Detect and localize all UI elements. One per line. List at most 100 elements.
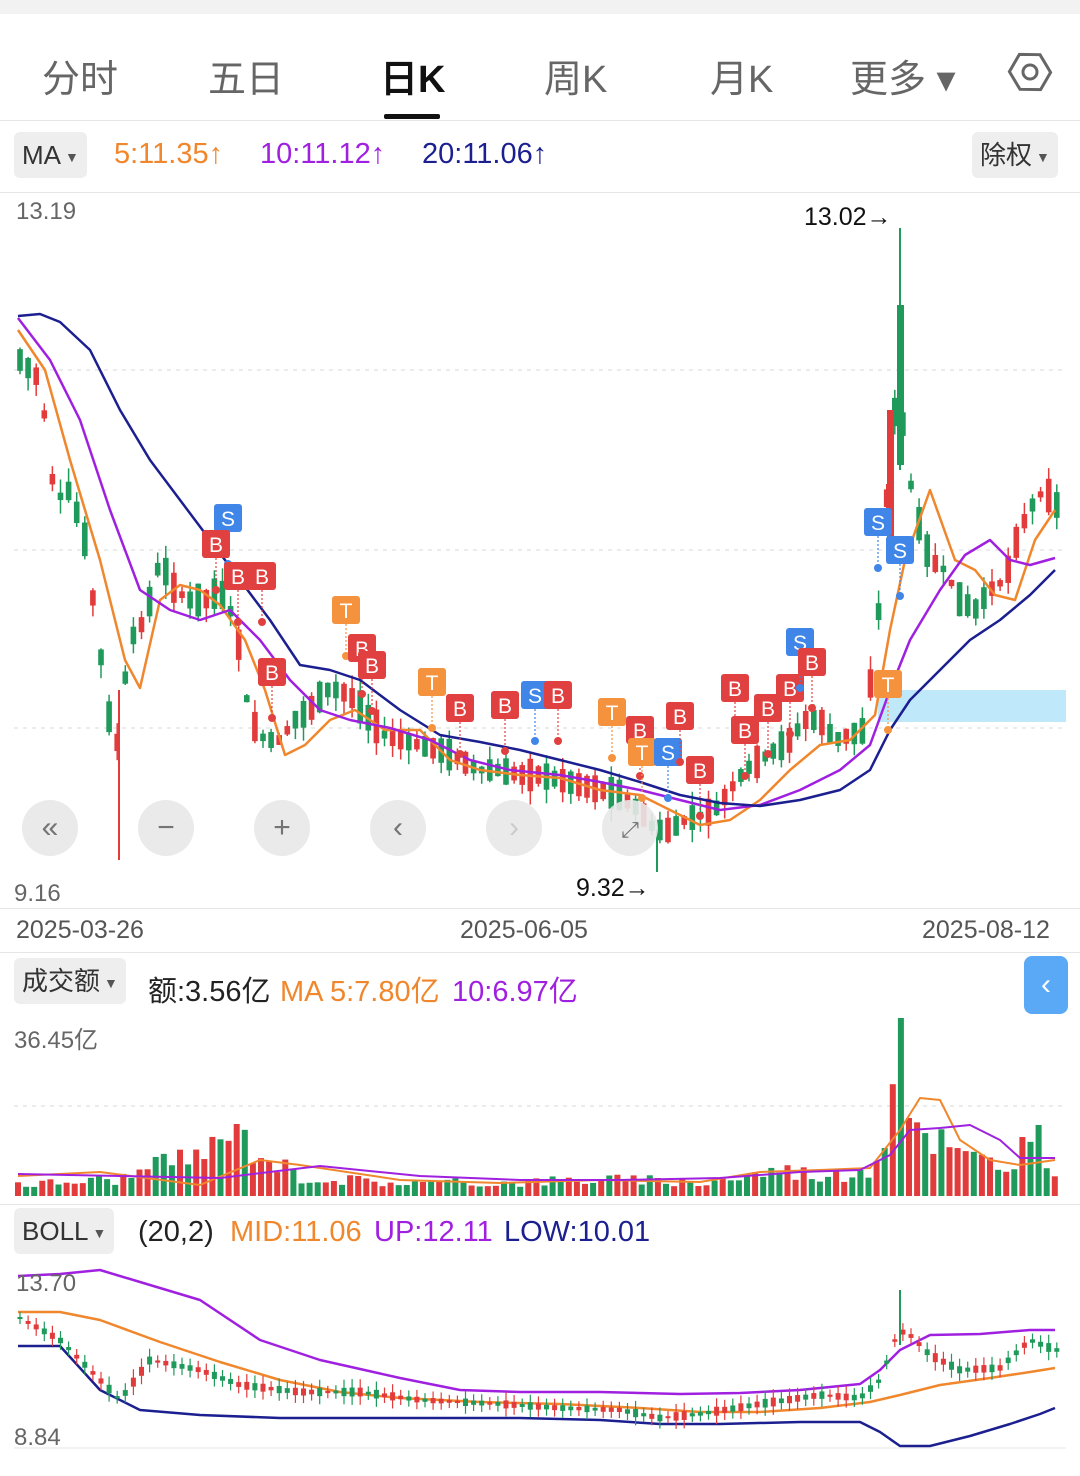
volume-bar: [946, 1147, 953, 1196]
boll-indicator-dropdown[interactable]: BOLL ▼: [14, 1208, 115, 1254]
volume-y-max: 36.45亿: [14, 1027, 99, 1054]
boll-candle-body: [479, 1400, 485, 1406]
zoom-in-button[interactable]: +: [254, 800, 310, 856]
boll-candle-body: [1054, 1348, 1060, 1352]
candle-body: [794, 723, 801, 737]
volume-bar: [371, 1181, 378, 1196]
boll-candle-body: [535, 1403, 541, 1410]
boll-candle-body: [292, 1387, 298, 1396]
candle-body: [65, 481, 72, 501]
boll-candle-body: [916, 1342, 922, 1347]
main-indicator-dropdown[interactable]: MA ▼: [14, 132, 87, 178]
boll-candle-body: [1046, 1343, 1052, 1352]
boll-candle-body: [746, 1403, 752, 1409]
buy-signal-marker-dot: [368, 707, 376, 715]
adjust-dropdown[interactable]: 除权 ▼: [972, 132, 1058, 178]
volume-bar: [711, 1180, 718, 1196]
candle-body: [333, 681, 339, 699]
buy-signal-marker: [258, 658, 286, 686]
volume-bar: [654, 1178, 661, 1196]
buy-signal-marker-label: B: [633, 720, 647, 743]
boll-candle-body: [673, 1412, 679, 1421]
t-signal-marker-label: T: [340, 600, 353, 623]
candle-body: [397, 730, 404, 750]
boll-candle-body: [973, 1365, 979, 1373]
tab-weekly-k[interactable]: 周K: [544, 59, 608, 101]
volume-bar: [266, 1160, 273, 1196]
boll-candle-body: [706, 1410, 711, 1415]
boll-candle-body: [463, 1398, 468, 1406]
volume-bar: [719, 1178, 726, 1196]
boll-candle-body: [244, 1381, 250, 1390]
boll-chart[interactable]: [0, 1260, 1080, 1456]
boll-candle-body: [25, 1320, 31, 1324]
t-signal-marker-label: T: [606, 702, 619, 725]
tab-monthly-k[interactable]: 月K: [710, 59, 774, 101]
volume-bar: [687, 1181, 694, 1196]
volume-bar: [744, 1173, 750, 1196]
boll-candle-body: [900, 1329, 906, 1335]
volume-bar: [258, 1158, 264, 1196]
boll-candle-body: [730, 1405, 736, 1412]
boll-candle-body: [884, 1360, 890, 1364]
minus-icon: −: [157, 811, 175, 844]
candle-body: [608, 776, 615, 809]
volume-chart[interactable]: [0, 1010, 1080, 1200]
boll-candle-body: [681, 1411, 687, 1420]
sell-signal-marker: [521, 681, 549, 709]
fullscreen-button[interactable]: ⤢: [602, 800, 658, 856]
sell-signal-marker: [864, 508, 892, 536]
candle-body: [770, 743, 777, 759]
boll-low: LOW:10.01: [504, 1216, 651, 1248]
volume-indicator-dropdown[interactable]: 成交额 ▼: [14, 958, 126, 1004]
candle-body: [146, 586, 153, 617]
candle-body: [730, 781, 736, 792]
volume-bar: [39, 1180, 46, 1196]
t-signal-marker-label: T: [636, 742, 649, 765]
boll-candle-body: [835, 1393, 841, 1400]
date-start: 2025-03-26: [16, 916, 144, 944]
boll-candle-body: [924, 1349, 930, 1356]
boll-candle-body: [851, 1394, 857, 1401]
boll-candle-body: [770, 1397, 776, 1407]
boll-candle-body: [309, 1389, 315, 1395]
tab-more[interactable]: 更多 ▾: [850, 59, 956, 101]
settings-hexagon-icon[interactable]: [1006, 48, 1054, 96]
volume-bar: [47, 1179, 54, 1196]
sell-signal-marker-dot: [874, 564, 882, 572]
volume-bar: [274, 1172, 281, 1196]
boll-candle-body: [868, 1385, 873, 1392]
boll-candle-body: [471, 1400, 477, 1405]
volume-bar: [962, 1151, 969, 1196]
volume-bar: [865, 1177, 872, 1196]
sell-signal-marker-label: S: [221, 508, 235, 531]
tab-daily-k[interactable]: 日K: [380, 59, 446, 101]
previous-button[interactable]: ‹: [370, 800, 426, 856]
collapse-panel-button[interactable]: ‹: [1024, 956, 1068, 1014]
tab-five-day[interactable]: 五日: [208, 59, 285, 101]
boll-candle-body: [122, 1390, 128, 1396]
volume-bar: [249, 1163, 256, 1196]
zoom-out-button[interactable]: −: [138, 800, 194, 856]
boll-candle-body: [997, 1365, 1003, 1371]
volume-bar: [387, 1182, 394, 1196]
boll-candle-body: [714, 1406, 720, 1416]
boll-candle-body: [859, 1393, 865, 1399]
candle-body: [284, 726, 291, 735]
boll-candle-body: [503, 1400, 509, 1409]
candle-body: [997, 580, 1003, 587]
candle-body: [292, 710, 299, 729]
sell-signal-marker-label: S: [893, 540, 907, 563]
boll-candle-body: [382, 1393, 387, 1398]
boll-candle-body: [41, 1328, 47, 1335]
volume-bar: [517, 1186, 524, 1196]
volume-ma10: 10:6.97亿: [452, 976, 578, 1008]
boll-candle-body: [349, 1387, 355, 1397]
next-button[interactable]: ›: [486, 800, 542, 856]
fast-rewind-button[interactable]: «: [22, 800, 78, 856]
sell-signal-marker-label: S: [661, 742, 675, 765]
tab-intraday[interactable]: 分时: [42, 59, 119, 101]
price-zone-band: [878, 690, 1066, 722]
boll-candle-body: [317, 1387, 323, 1397]
